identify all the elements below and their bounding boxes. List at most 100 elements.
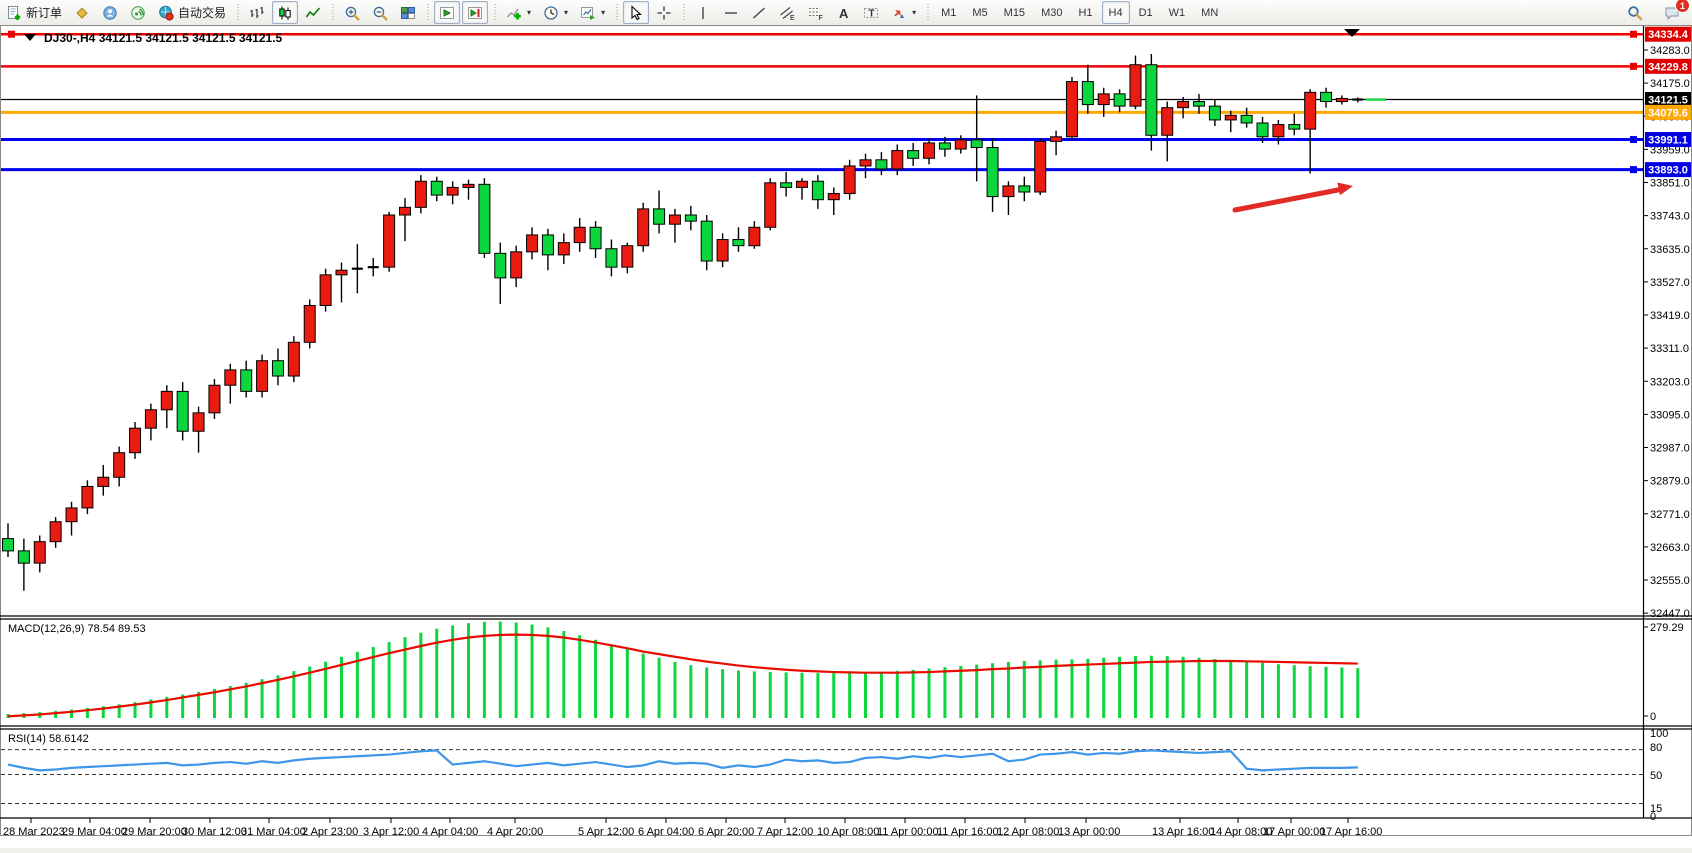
cursor-icon xyxy=(628,4,644,21)
candle-body xyxy=(621,245,634,268)
horizontal-line-button[interactable] xyxy=(718,1,744,24)
line-handle[interactable] xyxy=(1630,166,1637,174)
autotrading-button[interactable]: 自动交易 xyxy=(153,1,231,24)
tile-windows-button[interactable] xyxy=(395,1,421,24)
cursor-button[interactable] xyxy=(623,1,650,24)
timeframe-h1[interactable]: H1 xyxy=(1078,6,1093,19)
text-button[interactable]: A xyxy=(830,1,856,24)
bar-chart-button[interactable] xyxy=(244,1,270,24)
autoscroll-button[interactable] xyxy=(434,1,461,24)
search-button[interactable] xyxy=(1622,1,1648,24)
new-order-icon xyxy=(6,5,22,21)
label-button[interactable]: T xyxy=(858,1,884,24)
macd-histogram-bar xyxy=(1038,660,1042,718)
macd-label[interactable]: MACD(12,26,9) 78.54 89.53 xyxy=(8,623,146,635)
macd-histogram-bar xyxy=(1070,659,1074,718)
candle-body xyxy=(240,369,253,392)
timeframe-h4[interactable]: H4 xyxy=(1101,1,1130,24)
price-tick-label: 33311.0 xyxy=(1650,343,1689,355)
line-handle[interactable] xyxy=(8,30,15,38)
candle-body xyxy=(541,234,554,256)
timeframe-m30[interactable]: M30 xyxy=(1041,6,1063,19)
profile-button[interactable] xyxy=(69,1,95,24)
candle-body xyxy=(1161,107,1174,136)
price-badge-label: 34229.8 xyxy=(1648,61,1688,73)
signals-icon xyxy=(130,5,146,21)
community-icon xyxy=(102,5,118,21)
macd-histogram-bar xyxy=(1229,660,1233,718)
timeframe-d1[interactable]: D1 xyxy=(1138,6,1153,19)
chevron-down-icon: ▾ xyxy=(564,8,569,17)
autotrading-icon xyxy=(158,5,174,21)
candle-body xyxy=(875,159,888,170)
zoom-in-button[interactable] xyxy=(339,1,365,24)
macd-histogram-bar xyxy=(197,691,201,718)
price-badge-34334.4 xyxy=(1645,26,1691,42)
timeframe-bar: M1 M5 M15 M30 H1 H4 D1 W1 MN xyxy=(933,0,1226,25)
new-order-button[interactable]: 新订单 xyxy=(1,1,67,24)
candle-body xyxy=(589,226,602,250)
signals-button[interactable] xyxy=(125,1,151,24)
community-button[interactable] xyxy=(97,1,123,24)
candle-body xyxy=(1208,105,1221,121)
price-axis[interactable]: 34283.034175.034067.033959.033851.033743… xyxy=(1642,26,1691,823)
line-handle[interactable] xyxy=(1630,62,1637,70)
clock-icon xyxy=(543,5,559,21)
trend-arrow-annotation[interactable] xyxy=(1232,182,1353,213)
candlestick-button[interactable] xyxy=(272,1,299,24)
trendline-button[interactable] xyxy=(746,1,772,24)
timeframe-mn[interactable]: MN xyxy=(1201,6,1219,19)
macd-histogram-bar xyxy=(1213,659,1217,718)
chevron-down-icon: ▾ xyxy=(601,8,606,17)
candle-body xyxy=(1018,185,1031,193)
candle-body xyxy=(33,541,46,564)
arrows-button[interactable]: ▾ xyxy=(886,1,921,24)
macd-histogram-bar xyxy=(1022,660,1026,718)
indicators-button[interactable]: ▾ xyxy=(501,1,536,24)
toolbar-separator xyxy=(329,3,337,22)
macd-histogram-bar xyxy=(54,710,58,718)
zoom-out-button[interactable] xyxy=(367,1,393,24)
candle-body xyxy=(383,214,396,268)
macd-histogram-bar xyxy=(895,670,899,718)
rsi-scale-label: 0 xyxy=(1650,811,1656,823)
macd-histogram-bar xyxy=(371,646,375,718)
channel-button[interactable]: E xyxy=(774,1,800,24)
rsi-label[interactable]: RSI(14) 58.6142 xyxy=(8,733,89,745)
macd-histogram-bar xyxy=(1102,657,1106,718)
arrows-icon xyxy=(891,5,907,21)
macd-histogram-bar xyxy=(435,628,439,718)
timeframe-w1[interactable]: W1 xyxy=(1168,6,1186,19)
candle-body xyxy=(494,252,507,279)
macd-histogram-bar xyxy=(212,689,216,718)
chart-shift-button[interactable] xyxy=(462,1,489,24)
macd-histogram-bar xyxy=(609,644,613,718)
tline-icon xyxy=(751,5,767,21)
fibonacci-button[interactable]: F xyxy=(802,1,828,24)
timeframe-m15[interactable]: M15 xyxy=(1003,6,1026,19)
vertical-line-button[interactable] xyxy=(690,1,716,24)
macd-histogram-bar xyxy=(1086,658,1090,718)
line-chart-button[interactable] xyxy=(300,1,326,24)
periods-button[interactable]: ▾ xyxy=(538,1,573,24)
line-handle[interactable] xyxy=(1630,136,1637,144)
timeframe-m1[interactable]: M1 xyxy=(941,6,957,19)
crosshair-button[interactable] xyxy=(651,1,677,24)
indicators-icon xyxy=(506,5,522,21)
rsi-panel: RSI(14) 58.6142 xyxy=(1,733,1643,805)
candle-body xyxy=(668,214,681,225)
chat-button[interactable]: 1 xyxy=(1659,0,1690,24)
candle-body xyxy=(1113,93,1126,107)
macd-histogram-bar xyxy=(625,648,629,718)
symbol-dropdown-icon[interactable] xyxy=(24,34,36,41)
line-handle[interactable] xyxy=(1630,30,1637,38)
chart-canvas[interactable]: DJ30-,H4 34121.5 34121.5 34121.5 34121.5… xyxy=(0,25,1692,848)
timeframe-m5[interactable]: M5 xyxy=(972,6,988,19)
rsi-scale-label: 100 xyxy=(1650,728,1668,740)
rsi-line xyxy=(7,749,1358,772)
price-tick-label: 32987.0 xyxy=(1650,443,1690,455)
templates-button[interactable]: ▾ xyxy=(575,1,610,24)
macd-panel: MACD(12,26,9) 78.54 89.53 xyxy=(6,621,1360,718)
chart-shift-marker[interactable] xyxy=(1344,29,1360,37)
